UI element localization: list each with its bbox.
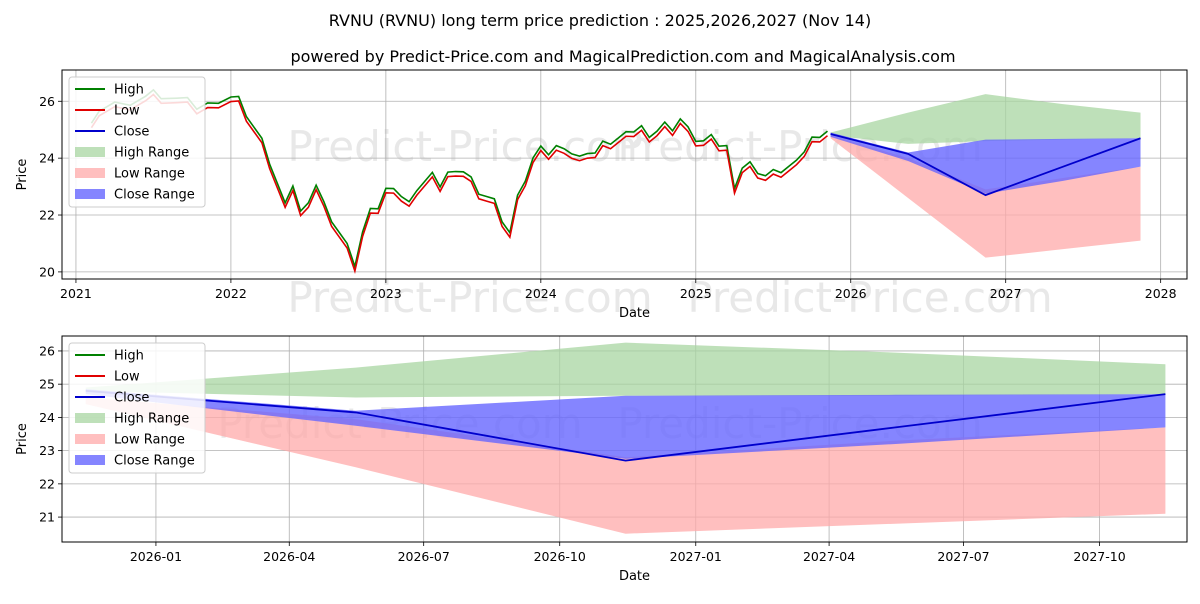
close-range-band — [85, 389, 1166, 459]
x-tick-label: 2027-01 — [670, 549, 722, 564]
x-tick-label: 2023 — [370, 286, 402, 301]
legend-swatch-patch — [75, 147, 105, 157]
x-axis-label: Date — [619, 569, 650, 584]
legend-entry: High Range — [114, 146, 189, 161]
x-tick-label: 2027-07 — [937, 549, 989, 564]
x-tick-label: 2024 — [525, 286, 557, 301]
low-series-line — [90, 93, 828, 275]
legend-entry: High — [114, 83, 144, 98]
legend-swatch-patch — [75, 455, 105, 465]
y-tick-label: 21 — [39, 510, 55, 525]
y-tick-label: 23 — [39, 443, 55, 458]
legend-entry: Low Range — [114, 167, 185, 182]
legend-entry: Close — [114, 391, 149, 406]
y-tick-label: 25 — [39, 377, 55, 392]
watermark: Predict-Price.com — [687, 273, 1052, 322]
chart-title: RVNU (RVNU) long term price prediction :… — [329, 11, 871, 30]
x-tick-label: 2026-07 — [398, 549, 450, 564]
x-tick-label: 2021 — [60, 286, 92, 301]
forecast-detail-panel: Predict-Price.comPredict-Price.com2026-0… — [15, 335, 1188, 584]
x-tick-label: 2027-04 — [803, 549, 855, 564]
close-series-line — [85, 389, 1166, 462]
legend-swatch-patch — [75, 434, 105, 444]
x-tick-label: 2026 — [835, 286, 867, 301]
legend-entry: High — [114, 349, 144, 364]
x-tick-label: 2022 — [215, 286, 247, 301]
chart-subtitle: powered by Predict-Price.com and Magical… — [290, 47, 955, 66]
x-tick-label: 2026-04 — [263, 549, 315, 564]
x-axis-label: Date — [619, 306, 650, 321]
legend-entry: Low — [114, 370, 140, 385]
legend-entry: Low — [114, 104, 140, 119]
high-range-band — [830, 94, 1141, 144]
x-tick-label: 2026-01 — [130, 549, 182, 564]
overview-panel: Predict-Price.com Predict-Price.com Predic… — [15, 69, 1188, 322]
low-range-band — [830, 135, 1141, 258]
y-tick-label: 24 — [39, 151, 55, 166]
y-tick-label: 22 — [39, 476, 55, 491]
x-tick-label: 2027-10 — [1073, 549, 1125, 564]
y-axis-label: Price — [15, 159, 30, 191]
plot-frame — [61, 335, 1188, 543]
plot-frame — [61, 69, 1188, 280]
legend-entry: Close — [114, 125, 149, 140]
low-range-band — [85, 397, 1166, 534]
y-axis-label: Price — [15, 423, 30, 455]
watermark: Predict-Price.com — [287, 122, 652, 171]
legend-entry: High Range — [114, 412, 189, 427]
high-series-line — [90, 88, 828, 270]
x-tick-label: 2027 — [990, 286, 1022, 301]
legend-entry: Close Range — [114, 454, 195, 469]
y-tick-label: 24 — [39, 410, 55, 425]
high-range-band — [85, 342, 1166, 398]
close-range-band — [830, 132, 1141, 194]
x-tick-label: 2026-10 — [534, 549, 586, 564]
y-tick-label: 26 — [39, 94, 55, 109]
watermark: Predict-Price.com — [287, 273, 652, 322]
legend-entry: Close Range — [114, 188, 195, 203]
x-tick-label: 2025 — [680, 286, 712, 301]
legend-entry: Low Range — [114, 433, 185, 448]
legend-swatch-patch — [75, 189, 105, 199]
y-tick-label: 26 — [39, 343, 55, 358]
close-series-line — [830, 133, 1141, 197]
x-tick-label: 2028 — [1145, 286, 1177, 301]
y-tick-label: 20 — [39, 264, 55, 279]
legend-swatch-patch — [75, 168, 105, 178]
y-tick-label: 22 — [39, 208, 55, 223]
legend-swatch-patch — [75, 413, 105, 423]
